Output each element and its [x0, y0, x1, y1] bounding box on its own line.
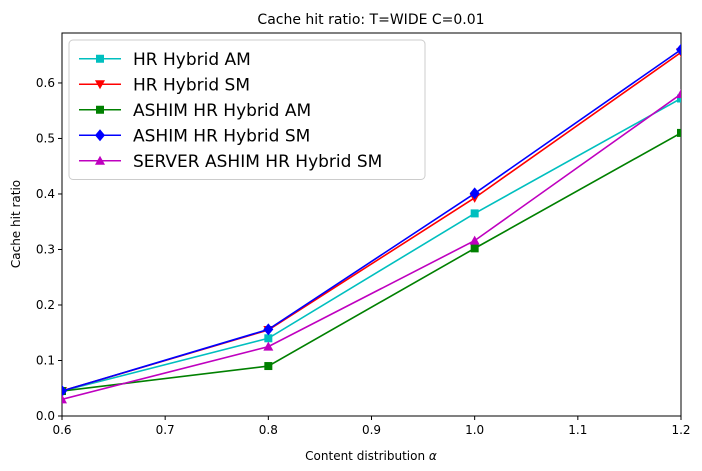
data-point	[676, 89, 681, 99]
legend-label: SERVER ASHIM HR Hybrid SM	[133, 152, 382, 172]
x-tick-label: 1.2	[671, 423, 690, 437]
series-4	[62, 43, 681, 398]
legend-item: HR Hybrid AM	[79, 50, 251, 70]
chart-title: Cache hit ratio: T=WIDE C=0.01	[257, 12, 484, 28]
x-tick-label: 0.6	[52, 423, 71, 437]
legend-item: SERVER ASHIM HR Hybrid SM	[79, 152, 382, 172]
legend-label: HR Hybrid SM	[133, 75, 250, 95]
x-axis-label: Content distribution α	[305, 449, 437, 463]
data-point	[62, 394, 67, 404]
legend-marker	[95, 129, 105, 142]
y-tick-label: 0.2	[36, 298, 55, 312]
data-point	[676, 43, 681, 56]
x-tick-label: 0.8	[259, 423, 278, 437]
series-layer	[62, 43, 681, 404]
legend-item: ASHIM HR Hybrid AM	[79, 101, 311, 121]
data-point	[469, 187, 480, 200]
legend-label: ASHIM HR Hybrid AM	[133, 101, 311, 121]
data-point	[264, 334, 273, 343]
y-tick-label: 0.0	[36, 409, 55, 423]
legend-marker	[96, 54, 104, 63]
x-tick-label: 0.9	[362, 423, 381, 437]
data-point	[470, 244, 479, 253]
y-tick-label: 0.3	[36, 242, 55, 256]
legend-box	[68, 39, 426, 180]
legend-label: ASHIM HR Hybrid SM	[133, 126, 310, 146]
y-axis-label: Cache hit ratio	[9, 180, 23, 268]
data-point	[677, 128, 681, 137]
legend-marker	[95, 155, 105, 165]
x-tick-label: 1.1	[568, 423, 587, 437]
legend-marker	[95, 80, 105, 90]
data-point	[469, 235, 480, 245]
legend-label: HR Hybrid AM	[133, 50, 251, 70]
data-point	[62, 385, 67, 398]
x-tick-label: 0.7	[156, 423, 175, 437]
series-5	[62, 89, 681, 404]
y-axis: 0.0 0.1 0.2 0.3 0.4 0.5 0.6	[36, 76, 62, 423]
x-axis-label-symbol: α	[429, 449, 437, 463]
series-line	[62, 97, 681, 392]
x-axis: 0.6 0.7 0.8 0.9 1.0 1.1 1.2	[52, 416, 691, 437]
x-tick-label: 1.0	[465, 423, 484, 437]
series-line	[62, 93, 681, 401]
data-point	[264, 362, 273, 371]
y-tick-label: 0.5	[36, 131, 55, 145]
data-point	[263, 323, 274, 336]
legend: HR Hybrid AM HR Hybrid SM ASHIM HR Hybrid …	[68, 39, 426, 180]
data-point	[470, 209, 479, 218]
y-tick-label: 0.4	[36, 187, 55, 201]
series-line	[62, 48, 681, 392]
y-tick-label: 0.1	[36, 353, 55, 367]
legend-item: HR Hybrid SM	[79, 75, 250, 95]
series-line	[62, 132, 681, 392]
legend-item: ASHIM HR Hybrid SM	[79, 126, 310, 146]
y-tick-label: 0.6	[36, 76, 55, 90]
data-point	[677, 94, 681, 103]
legend-marker	[96, 105, 104, 114]
data-point	[263, 341, 274, 351]
